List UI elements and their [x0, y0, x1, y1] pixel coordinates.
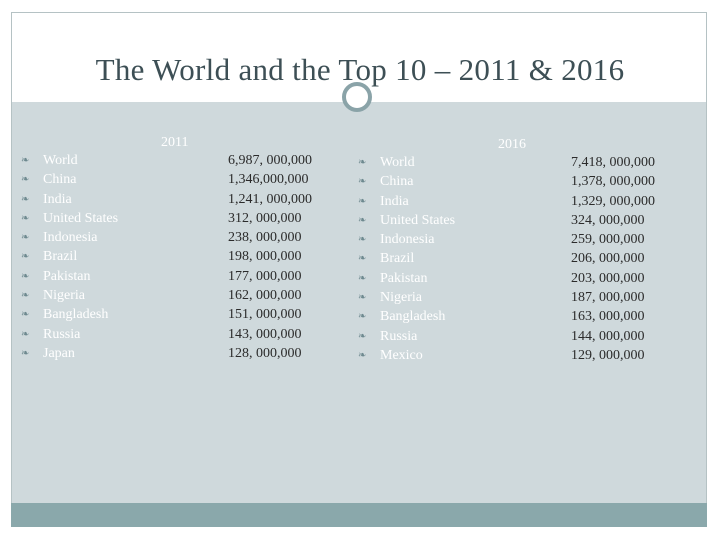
leaf-bullet-icon: ❧	[358, 272, 367, 284]
country-name: Japan	[43, 345, 75, 361]
population-value: 6,987, 000,000	[228, 153, 312, 168]
leaf-bullet-icon: ❧	[358, 234, 367, 246]
population-value: 259, 000,000	[571, 232, 645, 248]
list-item: ❧ Bangladesh	[21, 305, 118, 324]
list-item: ❧ India	[358, 192, 455, 211]
leaf-bullet-icon: ❧	[358, 195, 367, 207]
country-name: Nigeria	[380, 290, 422, 306]
population-value: 312, 000,000	[228, 210, 302, 226]
country-name: Brazil	[380, 251, 415, 267]
country-name: China	[43, 172, 77, 188]
leaf-bullet-icon: ❧	[21, 212, 30, 224]
leaf-bullet-icon: ❧	[21, 270, 30, 282]
country-name: World	[43, 153, 78, 168]
population-value: 163, 000,000	[571, 309, 645, 325]
list-item: ❧ Russia	[21, 325, 118, 344]
population-value: 203, 000,000	[571, 270, 645, 286]
leaf-bullet-icon: ❧	[358, 157, 367, 168]
population-value: 128, 000,000	[228, 345, 302, 361]
list-item: ❧ Indonesia	[358, 230, 455, 249]
country-name: Russia	[380, 328, 418, 344]
leaf-bullet-icon: ❧	[21, 174, 30, 186]
country-name: United States	[43, 210, 119, 226]
country-name: United States	[380, 212, 456, 228]
leaf-bullet-icon: ❧	[21, 251, 30, 263]
list-item: ❧ United States	[21, 209, 118, 228]
list-item: ❧ Nigeria	[21, 286, 118, 305]
list-2011-countries: ❧ World ❧ China ❧ India ❧ United States ❧ Ind…	[21, 151, 118, 363]
population-value: 143, 000,000	[228, 326, 302, 342]
population-value: 151, 000,000	[228, 307, 302, 323]
population-value: 129, 000,000	[571, 347, 645, 363]
list-item: ❧ China	[358, 172, 455, 191]
leaf-bullet-icon: ❧	[21, 328, 30, 340]
country-name: India	[43, 191, 72, 207]
population-value: 187, 000,000	[571, 290, 645, 306]
country-name: Pakistan	[43, 268, 91, 284]
list-item: ❧ Brazil	[358, 249, 455, 268]
population-value: 162, 000,000	[228, 288, 302, 304]
country-name: Brazil	[43, 249, 78, 265]
list-item: ❧ World	[21, 151, 118, 170]
list-item: ❧ Nigeria	[358, 288, 455, 307]
leaf-bullet-icon: ❧	[21, 290, 30, 302]
country-name: Bangladesh	[43, 307, 109, 323]
leaf-bullet-icon: ❧	[358, 176, 367, 188]
list-item: ❧ Brazil	[21, 247, 118, 266]
leaf-bullet-icon: ❧	[358, 311, 367, 323]
list-item: ❧ Indonesia	[21, 228, 118, 247]
country-name: Indonesia	[380, 232, 435, 248]
list-item: ❧ United States	[358, 211, 455, 230]
population-value: 324, 000,000	[571, 212, 645, 228]
population-value: 7,418, 000,000	[571, 155, 655, 170]
country-name: Nigeria	[43, 288, 85, 304]
leaf-bullet-icon: ❧	[358, 330, 367, 342]
list-item: ❧ India	[21, 190, 118, 209]
population-value: 238, 000,000	[228, 230, 302, 246]
population-value: 1,329, 000,000	[571, 193, 655, 209]
country-name: China	[380, 174, 414, 190]
list-2011-populations: 6,987, 000,000 1,346,000,000 1,241, 000,…	[228, 151, 312, 363]
leaf-bullet-icon: ❧	[358, 292, 367, 304]
population-value: 177, 000,000	[228, 268, 302, 284]
population-value: 144, 000,000	[571, 328, 645, 344]
country-name: Pakistan	[380, 270, 428, 286]
population-value: 1,346,000,000	[228, 172, 309, 188]
country-name: Indonesia	[43, 230, 98, 246]
country-name: Russia	[43, 326, 81, 342]
list-2016-countries: ❧ World ❧ China ❧ India ❧ United States ❧ Ind…	[358, 153, 455, 365]
country-name: India	[380, 193, 409, 209]
leaf-bullet-icon: ❧	[358, 349, 367, 361]
list-item: ❧ Japan	[21, 344, 118, 363]
country-name: Bangladesh	[380, 309, 446, 325]
list-item: ❧ Russia	[358, 327, 455, 346]
leaf-bullet-icon: ❧	[21, 232, 30, 244]
header-2011: 2011	[161, 135, 189, 150]
population-value: 1,378, 000,000	[571, 174, 655, 190]
leaf-bullet-icon: ❧	[21, 155, 30, 166]
leaf-bullet-icon: ❧	[21, 309, 30, 321]
leaf-bullet-icon: ❧	[358, 253, 367, 265]
leaf-bullet-icon: ❧	[21, 193, 30, 205]
circle-ornament-icon	[342, 82, 372, 112]
country-name: Mexico	[380, 347, 423, 363]
list-item: ❧ Pakistan	[21, 267, 118, 286]
leaf-bullet-icon: ❧	[21, 347, 30, 359]
header-2016: 2016	[498, 137, 526, 152]
list-item: ❧ Bangladesh	[358, 307, 455, 326]
population-value: 1,241, 000,000	[228, 191, 312, 207]
country-name: World	[380, 155, 415, 170]
footer-bar	[11, 503, 707, 527]
list-item: ❧ China	[21, 170, 118, 189]
leaf-bullet-icon: ❧	[358, 214, 367, 226]
list-2016-populations: 7,418, 000,000 1,378, 000,000 1,329, 000…	[571, 153, 655, 365]
population-value: 198, 000,000	[228, 249, 302, 265]
population-value: 206, 000,000	[571, 251, 645, 267]
slide-title: The World and the Top 10 – 2011 & 2016	[95, 52, 625, 87]
list-item: ❧ Mexico	[358, 346, 455, 365]
list-item: ❧ World	[358, 153, 455, 172]
list-item: ❧ Pakistan	[358, 269, 455, 288]
